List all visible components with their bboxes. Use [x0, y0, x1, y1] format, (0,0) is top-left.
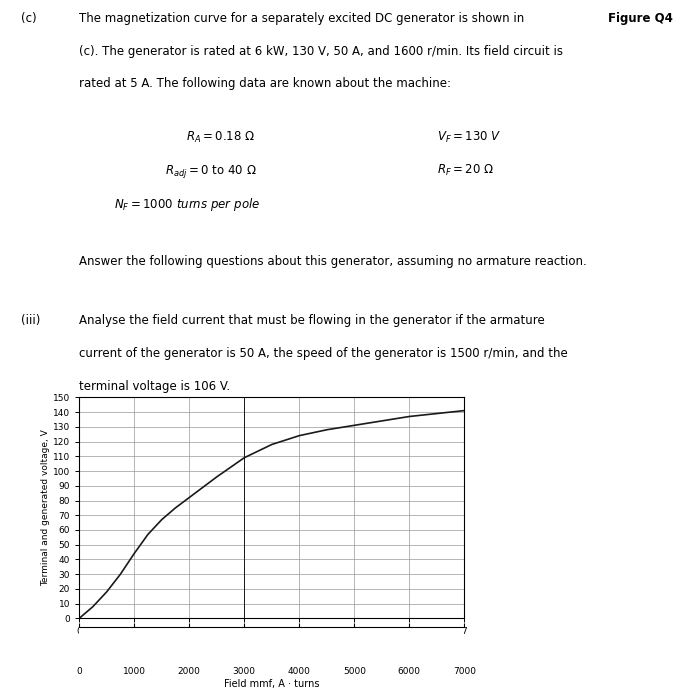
X-axis label: Shunt field current, A: Shunt field current, A	[219, 639, 324, 650]
Y-axis label: Terminal and generated voltage, V: Terminal and generated voltage, V	[41, 430, 50, 586]
Text: $R_F = 20\ \Omega$: $R_F = 20\ \Omega$	[437, 163, 494, 178]
Text: rated at 5 A. The following data are known about the machine:: rated at 5 A. The following data are kno…	[79, 77, 451, 91]
Text: The magnetization curve for a separately excited DC generator is shown in: The magnetization curve for a separately…	[79, 12, 528, 25]
X-axis label: Field mmf, A · turns: Field mmf, A · turns	[224, 679, 319, 689]
Text: current of the generator is 50 A, the speed of the generator is 1500 r/min, and : current of the generator is 50 A, the sp…	[79, 347, 568, 360]
Text: Analyse the field current that must be flowing in the generator if the armature: Analyse the field current that must be f…	[79, 314, 545, 328]
Text: Answer the following questions about this generator, assuming no armature reacti: Answer the following questions about thi…	[79, 255, 587, 268]
Text: $R_A = 0.18\ \Omega$: $R_A = 0.18\ \Omega$	[186, 130, 255, 145]
Text: $V_F = 130\ V$: $V_F = 130\ V$	[437, 130, 502, 145]
Text: (c). The generator is rated at 6 kW, 130 V, 50 A, and 1600 r/min. Its field circ: (c). The generator is rated at 6 kW, 130…	[79, 44, 563, 57]
Text: (c): (c)	[21, 12, 36, 25]
Text: Figure Q4: Figure Q4	[608, 12, 672, 25]
Text: terminal voltage is 106 V.: terminal voltage is 106 V.	[79, 380, 230, 393]
Text: $N_F = 1000\ \mathit{turns\ per\ pole}$: $N_F = 1000\ \mathit{turns\ per\ pole}$	[114, 196, 260, 213]
Text: $R_{adj} = 0\ \mathrm{to}\ 40\ \Omega$: $R_{adj} = 0\ \mathrm{to}\ 40\ \Omega$	[165, 163, 257, 180]
Text: (iii): (iii)	[21, 314, 40, 328]
